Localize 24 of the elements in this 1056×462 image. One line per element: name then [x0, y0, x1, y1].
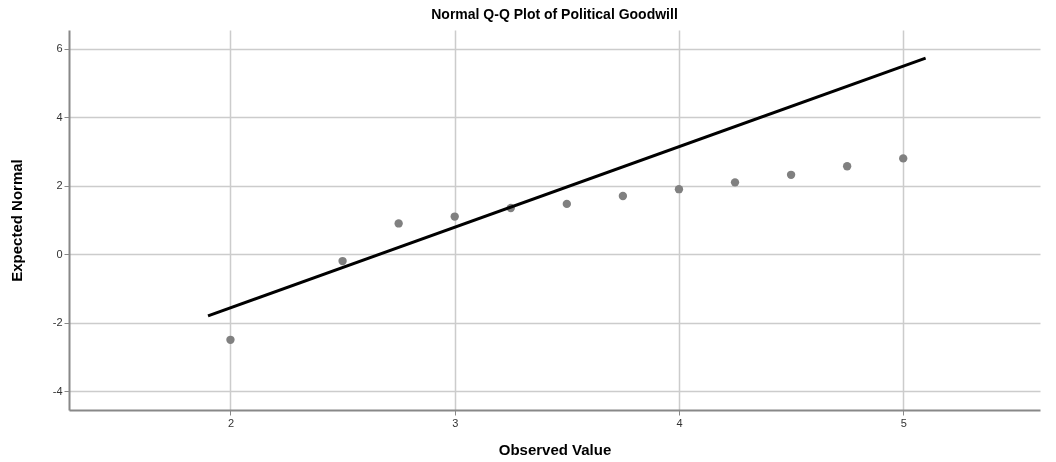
point: [786, 170, 796, 179]
chart-title: Normal Q-Q Plot of Political Goodwill: [431, 6, 678, 22]
x-tick-label: 4: [676, 416, 683, 429]
point: [618, 191, 628, 201]
y-axis-title: Expected Normal: [7, 159, 25, 282]
x-tick-label: 2: [227, 416, 235, 429]
point: [730, 178, 740, 187]
x-axis-title: Observed Value: [498, 440, 612, 458]
point: [450, 212, 459, 221]
point: [899, 154, 908, 163]
y-tick-label: -2: [52, 316, 63, 329]
point: [674, 185, 684, 194]
point: [338, 256, 347, 266]
y-tick-label: 4: [56, 110, 63, 123]
y-tick-label: 0: [56, 247, 63, 260]
x-tick-label: 3: [452, 416, 459, 429]
point: [842, 162, 852, 171]
point: [394, 219, 403, 228]
point: [562, 199, 572, 209]
point: [226, 335, 235, 344]
y-tick-label: 2: [56, 179, 63, 192]
x-tick-label: 5: [900, 416, 907, 429]
y-tick-label: 6: [56, 42, 63, 55]
y-tick-label: -4: [52, 384, 63, 397]
